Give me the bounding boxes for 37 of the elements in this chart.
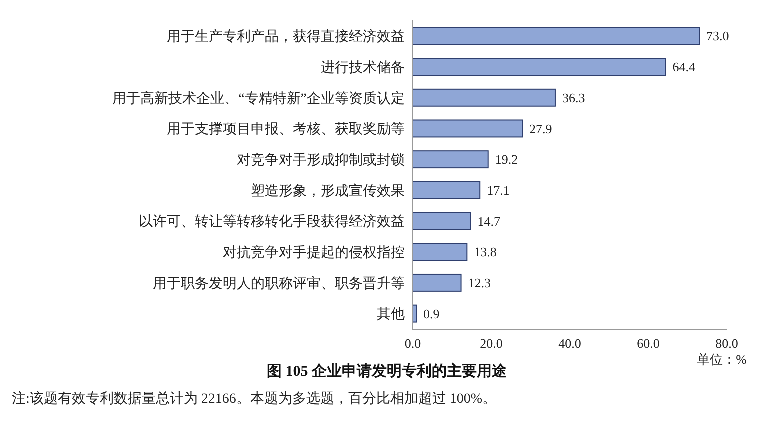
x-tick-label: 0.0 [404, 336, 422, 351]
y-tick-label: 用于支撑项目申报、考核、获取奖励等 [167, 122, 405, 138]
data-label: 64.4 [672, 60, 696, 75]
x-tick-label: 20.0 [480, 336, 503, 351]
data-label: 13.8 [474, 244, 497, 260]
text: 注:该题有效专利数据量总计为 22166。本题为多选题，百分比相加超过 100%。 [12, 391, 497, 407]
y-tick-label: 对抗竞争对手提起的侵权指控 [223, 245, 405, 262]
y-tick-label: 用于生产专利产品，获得直接经济效益 [167, 29, 405, 46]
bar [412, 88, 556, 107]
bar [412, 27, 700, 46]
y-tick-label: 以许可、转让等转移转化手段获得经济效益 [139, 214, 405, 230]
y-tick-label: 塑造形象，形成宣传效果 [251, 183, 405, 200]
bar [412, 181, 481, 200]
bar [412, 243, 468, 262]
x-tick-label: 80.0 [716, 336, 738, 351]
y-tick-label: 其他 [377, 306, 405, 323]
bar [412, 120, 524, 138]
x-axis-title: 单位：% [697, 352, 748, 367]
bar [412, 58, 666, 76]
bar [412, 212, 472, 230]
y-tick-label: 进行技术储备 [321, 60, 405, 76]
x-tick-label: 40.0 [558, 336, 582, 351]
data-label: 73.0 [706, 28, 730, 44]
bar [412, 150, 489, 169]
x-tick-label: 60.0 [637, 336, 660, 351]
data-label: 17.1 [487, 182, 510, 198]
y-tick-label: 对竞争对手形成抑制或封锁 [237, 152, 405, 168]
data-label: 27.9 [530, 121, 552, 136]
y-tick-label: 用于职务发明人的职称评审、职务晋升等 [153, 276, 405, 292]
data-label: 36.3 [562, 90, 586, 106]
data-label: 14.7 [478, 214, 501, 229]
text: 图 105 企业申请发明专利的主要用途 [267, 362, 508, 380]
data-label: 12.3 [468, 276, 492, 291]
data-label: 0.9 [424, 306, 440, 322]
y-tick-label: 用于高新技术企业、“专精特新”企业等资质认定 [112, 90, 405, 107]
data-label: 19.2 [495, 152, 518, 168]
bar [412, 274, 462, 292]
